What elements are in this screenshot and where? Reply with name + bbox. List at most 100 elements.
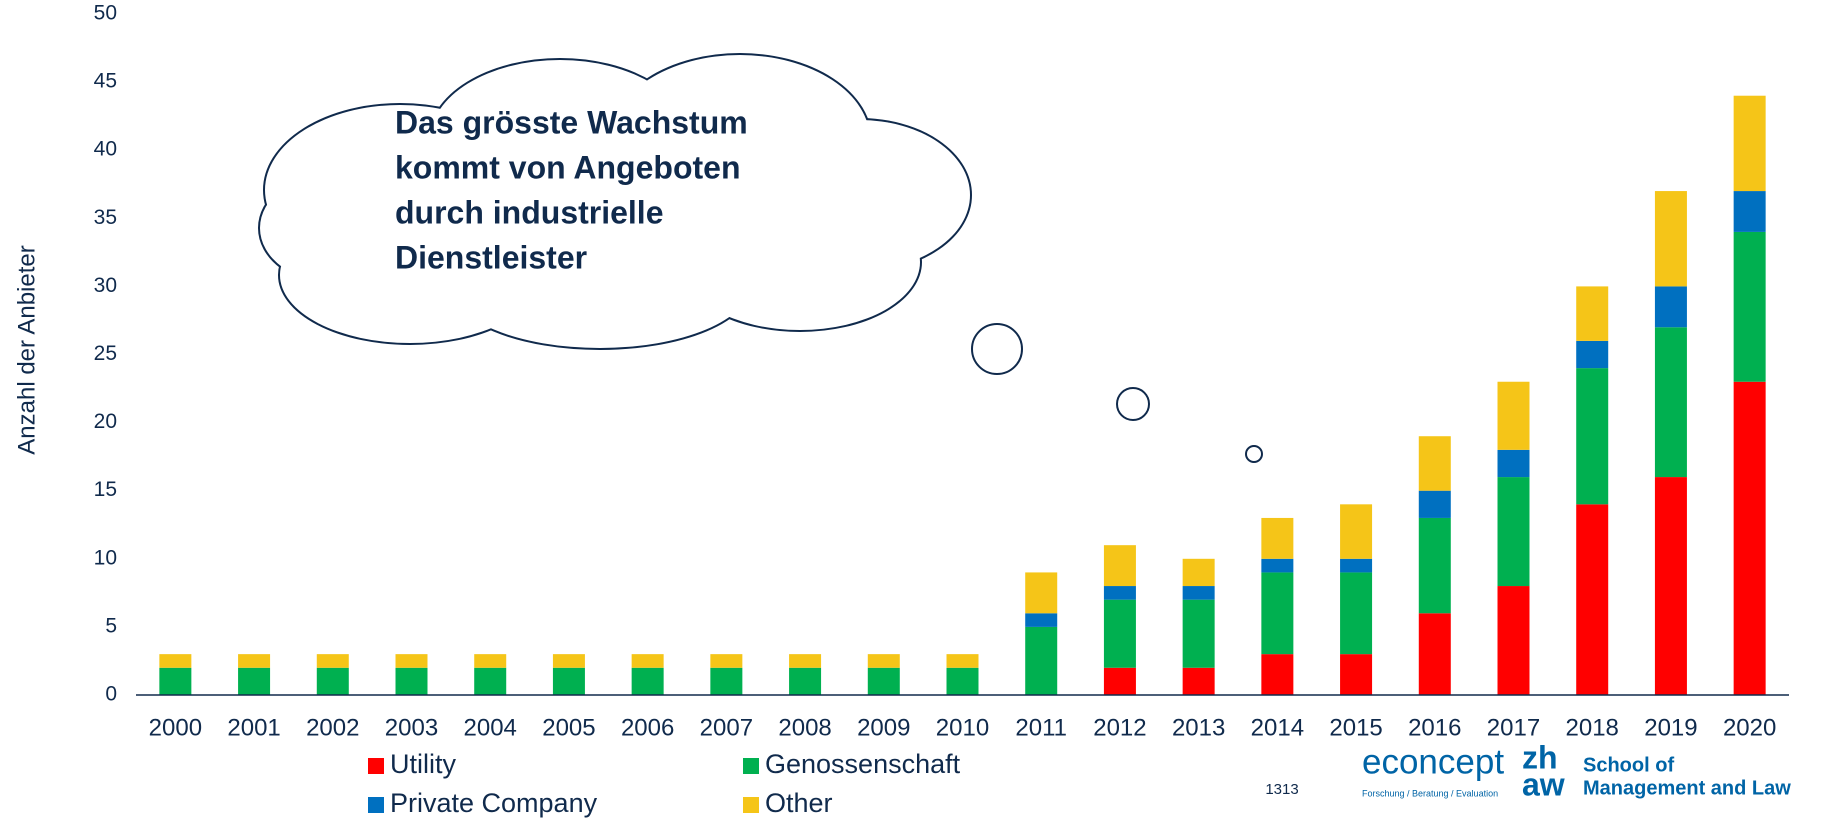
bar-segment: [317, 654, 349, 668]
bar-segment: [1340, 654, 1372, 695]
bar-segment: [1261, 572, 1293, 654]
legend-label: Utility: [390, 749, 456, 779]
bar-segment: [1734, 191, 1766, 232]
bar-segment: [1183, 586, 1215, 600]
y-tick-label: 25: [94, 342, 117, 365]
page-number: 1313: [1265, 781, 1298, 798]
bar-segment: [396, 654, 428, 668]
bar-segment: [1025, 613, 1057, 627]
bar-segment: [1340, 572, 1372, 654]
logo: econcept: [1362, 742, 1504, 781]
x-tick-label: 2002: [306, 714, 359, 741]
bar-segment: [159, 654, 191, 668]
bar-segment: [1734, 96, 1766, 191]
x-tick-label: 2001: [227, 714, 280, 741]
x-tick-label: 2008: [778, 714, 831, 741]
bar-segment: [1576, 286, 1608, 340]
bar-segment: [632, 654, 664, 668]
school: Management and Law: [1583, 777, 1791, 799]
bar-segment: [1655, 477, 1687, 695]
bar-segment: [159, 668, 191, 695]
bar-segment: [553, 654, 585, 668]
y-tick-label: 45: [94, 70, 117, 93]
bar-segment: [1498, 382, 1530, 450]
y-tick-label: 30: [94, 274, 117, 297]
bar-segment: [1498, 450, 1530, 477]
x-tick-label: 2010: [936, 714, 989, 741]
bar-segment: [1104, 668, 1136, 695]
legend-label: Genossenschaft: [765, 749, 961, 779]
x-tick-label: 2013: [1172, 714, 1225, 741]
bar-segment: [1498, 586, 1530, 695]
y-tick-label: 0: [105, 683, 117, 706]
chart: Anzahl der Anbieter Das grösste Wachstum…: [0, 0, 1831, 821]
bar-segment: [1734, 232, 1766, 382]
bar-segment: [1576, 341, 1608, 368]
bar-segment: [238, 654, 270, 668]
bar-segment: [1025, 572, 1057, 613]
x-tick-label: 2005: [542, 714, 595, 741]
school: School of: [1583, 754, 1674, 776]
x-tick-label: 2006: [621, 714, 674, 741]
bar-segment: [632, 668, 664, 695]
bar-segment: [474, 654, 506, 668]
y-axis-label: Anzahl der Anbieter: [13, 245, 40, 454]
bar-segment: [317, 668, 349, 695]
bar-segment: [1419, 518, 1451, 613]
x-tick-label: 2017: [1487, 714, 1540, 741]
bar-segment: [474, 668, 506, 695]
bar-segment: [1104, 545, 1136, 586]
y-tick-label: 40: [94, 138, 117, 161]
bar-segment: [1576, 504, 1608, 695]
bar-segment: [1655, 191, 1687, 286]
x-tick-label: 2009: [857, 714, 910, 741]
bar-segment: [1419, 491, 1451, 518]
bar-segment: [238, 668, 270, 695]
bar-segment: [947, 668, 979, 695]
x-tick-label: 2003: [385, 714, 438, 741]
legend-swatch: [368, 797, 384, 813]
bar-segment: [1734, 382, 1766, 695]
bar-segment: [396, 668, 428, 695]
legend-label: Private Company: [390, 788, 598, 818]
bar-segment: [1025, 627, 1057, 695]
legend-swatch: [743, 758, 759, 774]
bar-segment: [1183, 668, 1215, 695]
bar-segment: [710, 668, 742, 695]
bar-segment: [789, 654, 821, 668]
x-tick-label: 2000: [149, 714, 202, 741]
logo2: aw: [1522, 766, 1565, 802]
bar-segment: [1419, 613, 1451, 695]
annotation: kommt von Angeboten: [395, 149, 740, 185]
x-tick-label: 2018: [1566, 714, 1619, 741]
bar-segment: [1655, 286, 1687, 327]
y-tick-label: 50: [94, 2, 117, 25]
y-tick-label: 20: [94, 410, 117, 433]
bar-segment: [1576, 368, 1608, 504]
x-tick-label: 2015: [1329, 714, 1382, 741]
bar-segment: [553, 668, 585, 695]
x-tick-label: 2011: [1015, 714, 1067, 741]
bar-segment: [1183, 559, 1215, 586]
x-tick-label: 2012: [1093, 714, 1146, 741]
x-tick-label: 2020: [1723, 714, 1776, 741]
bar-segment: [1655, 327, 1687, 477]
x-tick-label: 2007: [700, 714, 753, 741]
bar-segment: [1498, 477, 1530, 586]
y-tick-label: 15: [94, 478, 117, 501]
bar-segment: [868, 668, 900, 695]
bar-segment: [947, 654, 979, 668]
x-tick-label: 2016: [1408, 714, 1461, 741]
thought-bubbles: [972, 324, 1262, 462]
bar-segment: [710, 654, 742, 668]
x-tick-label: 2019: [1644, 714, 1697, 741]
bar-segment: [868, 654, 900, 668]
bar-segment: [1261, 559, 1293, 573]
legend-swatch: [743, 797, 759, 813]
legend-label: Other: [765, 788, 833, 818]
x-tick-label: 2004: [464, 714, 517, 741]
bar-segment: [1261, 654, 1293, 695]
annotation: durch industrielle: [395, 194, 663, 230]
y-tick-label: 10: [94, 546, 117, 569]
logo-tagline: Forschung / Beratung / Evaluation: [1362, 788, 1498, 798]
